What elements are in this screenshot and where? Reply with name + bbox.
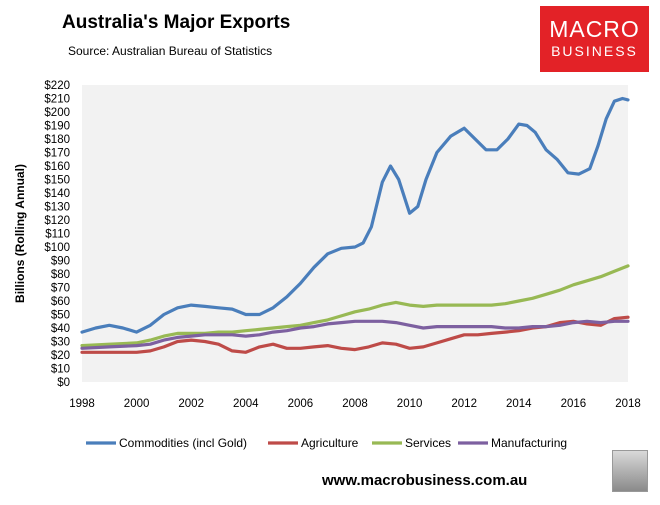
x-tick-label: 2002 bbox=[178, 398, 204, 410]
y-tick-label: $130 bbox=[44, 202, 70, 214]
x-tick-label: 2012 bbox=[451, 398, 477, 410]
y-tick-label: $100 bbox=[44, 242, 70, 254]
y-tick-label: $180 bbox=[44, 134, 70, 146]
x-tick-label: 1998 bbox=[69, 398, 95, 410]
y-tick-label: $80 bbox=[51, 269, 70, 281]
x-tick-label: 2006 bbox=[288, 398, 314, 410]
y-tick-label: $140 bbox=[44, 188, 70, 200]
x-tick-label: 2010 bbox=[397, 398, 423, 410]
y-tick-label: $220 bbox=[44, 80, 70, 92]
legend: Commodities (incl Gold) Agriculture Servic… bbox=[86, 436, 567, 450]
y-tick-label: $40 bbox=[51, 323, 70, 335]
series-line-commodities-incl-gold bbox=[80, 96, 630, 334]
y-tick-label: $160 bbox=[44, 161, 70, 173]
y-tick-label: $190 bbox=[44, 121, 70, 133]
legend-label: Agriculture bbox=[301, 436, 359, 450]
x-tick-label: 2016 bbox=[561, 398, 587, 410]
y-tick-label: $110 bbox=[45, 229, 70, 241]
y-tick-label: $60 bbox=[51, 296, 70, 308]
series-line-manufacturing bbox=[80, 319, 630, 350]
y-tick-label: $70 bbox=[51, 283, 70, 295]
logo-line-1: MACRO bbox=[549, 16, 640, 42]
x-axis: 1998 2000 2002 2004 2006 2008 2010 2012 2014 2016… bbox=[69, 398, 641, 410]
y-tick-label: $0 bbox=[57, 377, 70, 389]
website-url[interactable]: www.macrobusiness.com.au bbox=[322, 472, 528, 489]
y-tick-label: $30 bbox=[51, 337, 70, 349]
x-tick-label: 2004 bbox=[233, 398, 259, 410]
y-tick-label: $120 bbox=[44, 215, 70, 227]
macrobusiness-logo: MACRO BUSINESS bbox=[540, 6, 649, 72]
y-tick-label: $50 bbox=[51, 310, 70, 322]
y-tick-label: $20 bbox=[51, 350, 70, 362]
y-tick-label: $10 bbox=[51, 364, 70, 376]
y-tick-label: $170 bbox=[44, 148, 70, 160]
series-line-services bbox=[80, 264, 630, 348]
x-tick-label: 2018 bbox=[615, 398, 641, 410]
y-axis: $0$10 $20$30 $40$50 $60$70 $80$90 $100$110 $12… bbox=[44, 80, 70, 389]
logo-line-2: BUSINESS bbox=[551, 43, 638, 59]
wolf-emblem-icon bbox=[612, 450, 648, 492]
line-chart: $0$10 $20$30 $40$50 $60$70 $80$90 $100$110 $12… bbox=[13, 80, 641, 450]
x-tick-label: 2008 bbox=[342, 398, 368, 410]
x-tick-label: 2014 bbox=[506, 398, 532, 410]
y-tick-label: $150 bbox=[44, 175, 70, 187]
y-axis-label: Billions (Rolling Annual) bbox=[13, 164, 27, 303]
chart-title: Australia's Major Exports bbox=[62, 12, 291, 33]
chart-source: Source: Australian Bureau of Statistics bbox=[68, 44, 273, 58]
legend-label: Manufacturing bbox=[491, 436, 567, 450]
y-tick-label: $90 bbox=[51, 256, 70, 268]
legend-label: Commodities (incl Gold) bbox=[119, 436, 247, 450]
legend-label: Services bbox=[405, 436, 451, 450]
x-tick-label: 2000 bbox=[124, 398, 150, 410]
series-layer bbox=[80, 96, 630, 354]
y-tick-label: $210 bbox=[44, 94, 70, 106]
y-tick-label: $200 bbox=[44, 107, 70, 119]
